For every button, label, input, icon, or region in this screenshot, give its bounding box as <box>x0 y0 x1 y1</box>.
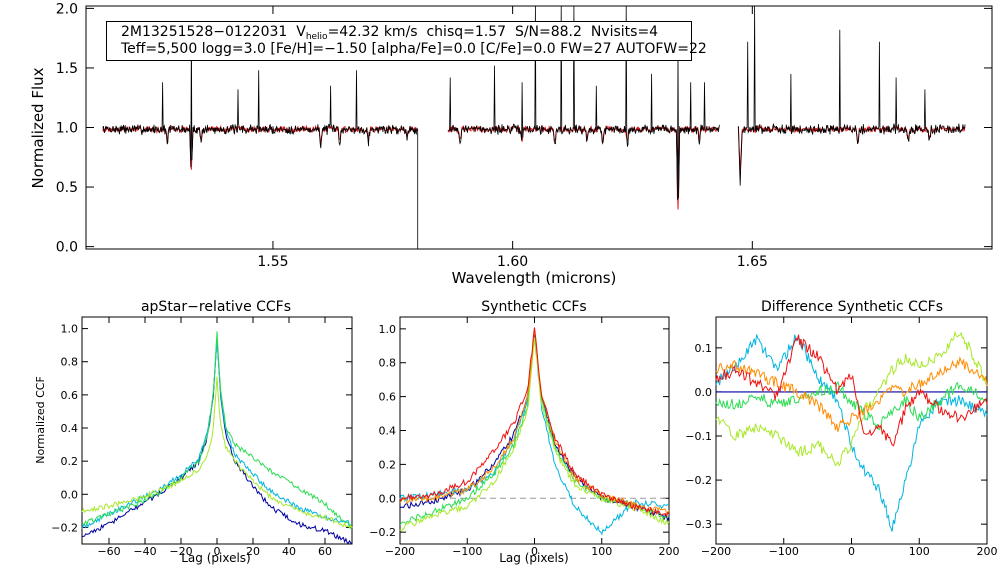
star-info-box: 2M13251528−0122031 Vhelio=42.32 km/s chi… <box>106 21 707 61</box>
spectrum-ytick-label: 0.5 <box>56 180 78 196</box>
synthetic-ccf-tick-labels: −200 −100 0 100 200 −0.2 0.0 0.2 0.4 0.6… <box>369 323 679 558</box>
apstar-xtick-label: −60 <box>97 545 120 558</box>
apstar-xtick-label: −20 <box>169 545 192 558</box>
apstar-ytick-label: 0.4 <box>61 422 79 435</box>
difference-xtick-label: 0 <box>848 545 855 558</box>
p2-series-line <box>399 327 670 518</box>
synthetic-ytick-label: 0.2 <box>379 458 397 471</box>
p2-series-line <box>399 337 670 525</box>
p2-series-line <box>399 330 670 515</box>
apstar-ytick-label: −0.2 <box>51 521 78 534</box>
synthetic-xtick-label: 0 <box>531 545 538 558</box>
synthetic-ytick-label: 1.0 <box>379 323 397 336</box>
spectrum-xtick-label: 1.65 <box>737 254 768 270</box>
vhelio-label: V <box>296 24 306 40</box>
spectrum-lines <box>102 5 966 249</box>
vhelio-subscript: helio <box>305 32 328 42</box>
synthetic-xtick-label: −200 <box>385 545 415 558</box>
p3-series-line <box>715 334 988 532</box>
p1-series-line <box>81 331 353 530</box>
difference-xtick-label: 200 <box>977 545 998 558</box>
apstar-ccf-title: apStar−relative CCFs <box>141 299 291 315</box>
difference-ccf-ticks <box>715 317 988 544</box>
spectrum-ytick-label: 2.0 <box>56 1 78 17</box>
apstar-xtick-label: 20 <box>246 545 260 558</box>
apstar-ccf-panel: apStar−relative CCFs −60 −40 −20 0 20 40… <box>34 299 353 565</box>
p3-series-line <box>715 356 988 433</box>
synthetic-ytick-label: 0.4 <box>379 425 397 438</box>
synthetic-xtick-label: 100 <box>591 545 612 558</box>
apstar-ccf-lines <box>81 331 353 545</box>
spectrum-ytick-label: 1.5 <box>56 61 78 77</box>
synthetic-ccf-lines <box>399 327 670 536</box>
nvisits-value: Nvisits=4 <box>590 24 659 40</box>
synthetic-xtick-label: 200 <box>659 545 680 558</box>
apstar-xtick-label: −40 <box>133 545 156 558</box>
apstar-ccf-tick-labels: −60 −40 −20 0 20 40 60 −0.2 0.0 0.2 0.4 … <box>51 323 332 558</box>
chisq-value: chisq=1.57 <box>426 24 507 40</box>
synthetic-ccf-xlabel: Lag (pixels) <box>499 551 569 565</box>
difference-ytick-label: 0.0 <box>695 386 713 399</box>
apstar-ytick-label: 0.2 <box>61 455 79 468</box>
difference-ccf-title: Difference Synthetic CCFs <box>761 299 943 315</box>
spectrum-xtick-label: 1.55 <box>257 254 288 270</box>
info-line-1: 2M13251528−0122031 Vhelio=42.32 km/s chi… <box>121 24 691 42</box>
difference-ccf-lines <box>715 330 988 532</box>
synthetic-ccf-panel: Synthetic CCFs −200 −100 0 100 200 −0.2 … <box>369 299 679 565</box>
observed-spectrum-line <box>737 5 966 186</box>
apstar-ytick-label: 0.6 <box>61 389 79 402</box>
synthetic-ytick-label: 0.6 <box>379 391 397 404</box>
difference-xtick-label: −200 <box>701 545 731 558</box>
p1-series-line <box>81 340 353 529</box>
p3-series-line <box>715 330 988 467</box>
synthetic-xtick-label: −100 <box>452 545 482 558</box>
difference-ccf-panel: Difference Synthetic CCFs −200 −100 0 10… <box>685 299 997 558</box>
spectrum-ytick-label: 0.0 <box>56 240 78 256</box>
apstar-ccf-ylabel: Normalized CCF <box>34 376 47 464</box>
apstar-ccf-ticks <box>82 317 352 544</box>
p3-series-line <box>715 334 988 447</box>
p1-series-line <box>81 338 353 545</box>
spectrum-ticks <box>86 6 992 249</box>
synthetic-ccf-title: Synthetic CCFs <box>481 299 586 315</box>
vhelio-value: =42.32 km/s <box>327 24 418 40</box>
info-line-2: Teff=5,500 logg=3.0 [Fe/H]=−1.50 [alpha/… <box>121 41 707 57</box>
observed-spectrum-line <box>102 26 419 249</box>
spectrum-ytick-label: 1.0 <box>56 121 78 137</box>
difference-ytick-label: 0.1 <box>695 342 713 355</box>
apstar-ytick-label: 0.0 <box>61 488 79 501</box>
snr-value: S/N=88.2 <box>514 24 582 40</box>
apstar-xtick-label: 0 <box>214 545 221 558</box>
difference-ytick-label: −0.3 <box>685 518 712 531</box>
apstar-ytick-label: 1.0 <box>61 323 79 336</box>
spectrum-panel: 1.55 1.60 1.65 0.0 0.5 1.0 1.5 2.0 Wavel… <box>29 1 993 287</box>
difference-ytick-label: −0.1 <box>685 430 712 443</box>
synthetic-ytick-label: −0.2 <box>369 526 396 539</box>
difference-xtick-label: −100 <box>769 545 799 558</box>
synthetic-ytick-label: 0.8 <box>379 357 397 370</box>
difference-xtick-label: 100 <box>909 545 930 558</box>
p3-series-line <box>715 380 988 431</box>
apstar-ccf-xlabel: Lag (pixels) <box>181 551 251 565</box>
difference-ytick-label: −0.2 <box>685 474 712 487</box>
p1-series-line <box>81 376 353 529</box>
spectrum-ylabel: Normalized Flux <box>29 67 47 188</box>
observed-spectrum-line <box>447 5 720 200</box>
synthetic-ytick-label: 0.0 <box>379 492 397 505</box>
apstar-xtick-label: 60 <box>318 545 332 558</box>
spectrum-xlabel: Wavelength (microns) <box>452 269 617 287</box>
p2-series-line <box>399 338 670 532</box>
apstar-xtick-label: 40 <box>282 545 296 558</box>
synthetic-ccf-ticks <box>399 317 670 544</box>
spectrum-xtick-label: 1.60 <box>497 254 528 270</box>
apstar-ytick-label: 0.8 <box>61 356 79 369</box>
difference-ccf-tick-labels: −200 −100 0 100 200 −0.3 −0.2 −0.1 0.0 0… <box>685 342 997 558</box>
star-id: 2M13251528−0122031 <box>121 24 288 40</box>
